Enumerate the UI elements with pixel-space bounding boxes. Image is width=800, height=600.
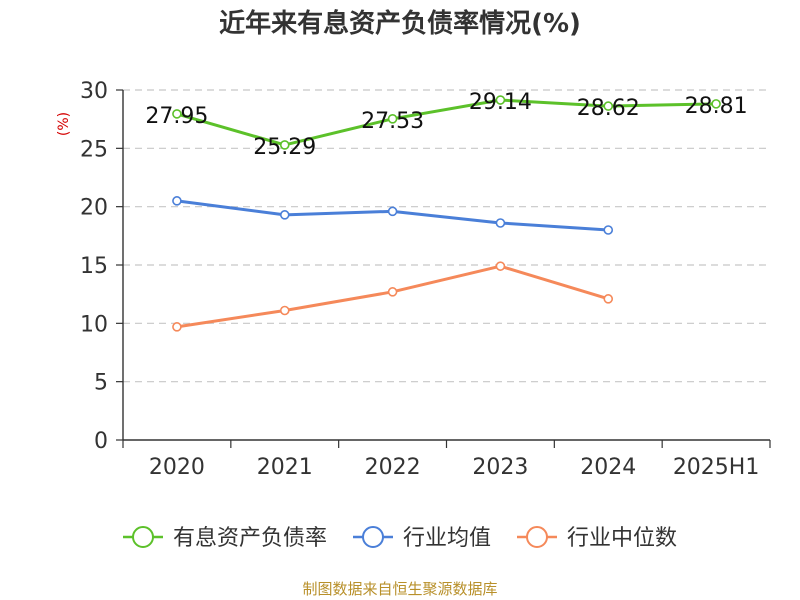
series-layer — [172, 95, 721, 332]
data-point — [711, 99, 721, 109]
data-point — [495, 261, 506, 271]
x-tick-label: 2021 — [257, 455, 313, 480]
y-tick-label: 10 — [80, 312, 108, 337]
x-tick-label: 2024 — [580, 455, 636, 480]
y-tick-label: 25 — [80, 137, 108, 162]
legend-marker — [132, 526, 154, 548]
legend-label: 行业均值 — [403, 526, 491, 551]
data-point — [387, 206, 398, 217]
legend-item-0: 有息资产负债率 — [123, 526, 327, 551]
data-point — [387, 287, 398, 297]
legend-label: 行业中位数 — [567, 526, 677, 551]
y-tick-label: 20 — [80, 196, 108, 221]
series-0 — [172, 95, 721, 150]
source-note: 制图数据来自恒生聚源数据库 — [302, 580, 497, 598]
data-point — [279, 140, 290, 150]
y-tick-label: 0 — [94, 429, 108, 454]
series-line — [176, 98, 717, 147]
data-point — [495, 218, 506, 228]
legend-marker — [526, 526, 548, 548]
data-point — [603, 225, 614, 235]
data-label: 27.95 — [145, 104, 208, 129]
data-labels: 27.95 25.29 27.53 29.14 28.62 28.81 — [145, 90, 747, 160]
x-tick-label: 2025H1 — [673, 455, 760, 480]
data-point — [603, 101, 614, 111]
x-tick-label: 2022 — [365, 455, 421, 480]
data-label: 29.14 — [469, 90, 532, 115]
legend-item-1: 行业均值 — [353, 526, 491, 551]
x-tick-label: 2020 — [149, 455, 205, 480]
data-label: 28.81 — [685, 94, 748, 119]
series-1 — [172, 196, 614, 235]
y-tick-label: 5 — [94, 371, 108, 396]
y-tick-label: 15 — [80, 254, 108, 279]
x-tick-label: 2023 — [472, 455, 528, 480]
legend-label: 有息资产负债率 — [173, 526, 327, 551]
data-point — [495, 95, 506, 105]
data-point — [603, 294, 614, 304]
gridlines — [123, 89, 770, 383]
series-2 — [172, 261, 614, 332]
data-label: 25.29 — [253, 135, 316, 160]
data-point — [387, 114, 398, 124]
chart-title: 近年来有息资产负债率情况(%) — [219, 8, 581, 39]
y-tick-label: 30 — [80, 79, 108, 104]
data-point — [279, 210, 290, 220]
legend-item-2: 行业中位数 — [517, 526, 677, 551]
data-label: 27.53 — [361, 109, 424, 134]
data-point — [172, 322, 182, 332]
legend-marker — [362, 526, 384, 548]
y-axis-label: (%) — [56, 112, 72, 136]
data-point — [172, 196, 182, 206]
data-label: 28.62 — [577, 96, 640, 121]
data-point — [172, 109, 182, 119]
axes: 0 5 10 15 20 25 30 2020 2021 2022 2023 2024 2025H1 — [80, 79, 771, 480]
data-point — [279, 305, 290, 316]
legend: 有息资产负债率 行业均值 行业中位数 — [123, 526, 677, 551]
